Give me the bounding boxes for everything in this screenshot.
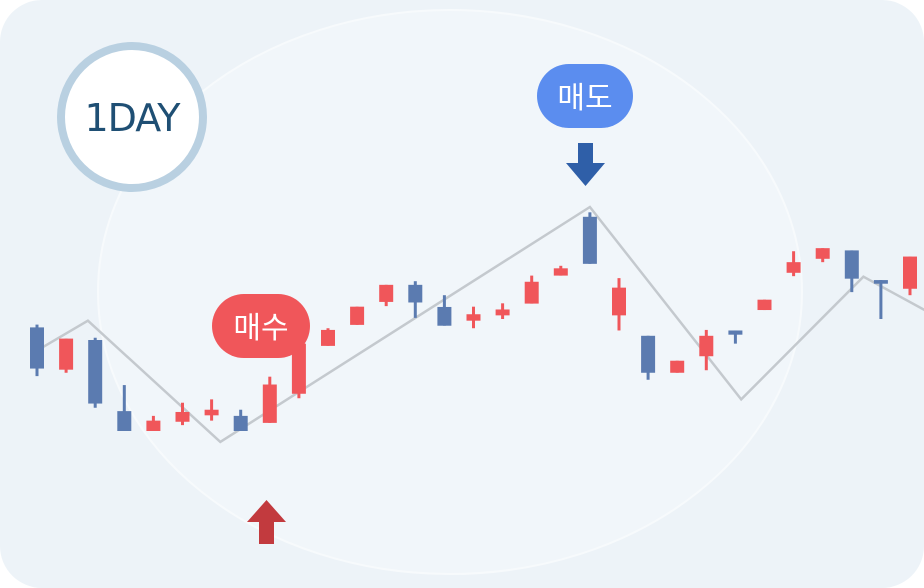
candle-body [117,411,132,431]
candle-10 [291,343,306,399]
candle-body [59,338,74,370]
candle-27 [786,251,801,277]
candle-body [670,360,685,373]
candle-body [524,281,539,304]
buy-signal: 매수 [212,294,310,544]
candle-23 [670,360,685,373]
candle-2 [59,338,74,373]
sell-signal: 매도 [537,64,633,186]
candle-body [379,284,394,302]
sell-label: 매도 [557,81,612,116]
candle-body [262,384,277,423]
candle-body [612,287,626,316]
candle-body [146,420,161,431]
candle-1 [30,324,44,377]
candle-18 [524,275,539,304]
candle-body [873,280,888,284]
candle-body [466,314,481,321]
candle-3 [88,337,103,408]
candle-body [233,415,248,431]
candle-20 [582,212,597,264]
candle-8 [233,409,248,431]
candle-7 [204,399,219,421]
candle-body [582,216,597,264]
candle-11 [321,328,335,346]
sell-label-pill [537,64,633,128]
candle-body [815,248,830,259]
candle-body [786,262,801,273]
candle-body [88,340,103,404]
candle-17 [495,303,510,319]
candle-body [495,309,510,316]
candle-body [757,299,772,311]
candle-body [175,411,190,422]
candle-28 [815,248,830,263]
candle-26 [757,299,772,311]
candle-31 [903,256,917,296]
candle-14 [408,281,423,318]
candle-5 [146,415,161,431]
candle-body [903,256,917,289]
candle-29 [844,250,859,293]
trend-line-layer [36,205,924,444]
candle-30 [873,280,888,319]
trend-line [36,205,924,444]
buy-arrow-up-icon [247,500,286,544]
candle-6 [175,402,190,426]
candle-body [291,343,306,394]
candle-4 [117,385,132,431]
candles-layer [30,212,917,431]
candle-body [641,335,656,373]
candle-25 [728,330,743,344]
candle-12 [350,306,365,325]
candle-body [30,327,44,369]
sell-arrow-down-icon [566,143,605,186]
buy-label-pill [212,294,310,358]
candle-13 [379,284,394,307]
decorative-glow-ring [97,9,803,575]
candle-body [699,335,714,357]
buy-label: 매수 [233,311,288,346]
period-badge-label: 1DAY [84,96,181,140]
period-badge-face [65,50,199,184]
candle-body [728,330,743,335]
candle-22 [641,335,656,380]
candle-body [844,250,859,279]
period-badge: 1DAY [57,42,207,192]
candle-body [204,409,219,416]
candle-body [321,329,335,346]
candle-body [350,306,365,325]
candle-19 [553,265,568,276]
candle-body [553,268,568,276]
candle-16 [466,306,481,329]
candle-9 [262,376,277,423]
candle-body [437,306,452,326]
candle-body [408,284,423,303]
candle-21 [612,278,626,331]
candle-24 [699,329,714,371]
candle-15 [437,295,452,326]
